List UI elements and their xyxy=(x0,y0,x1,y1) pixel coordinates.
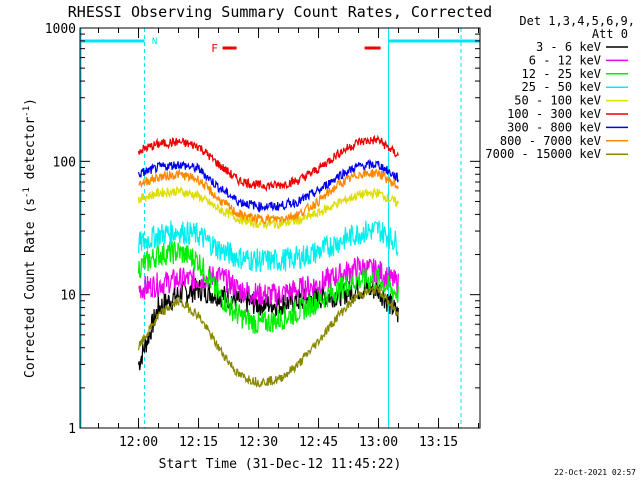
legend-attenuator: Att 0 xyxy=(592,27,628,41)
x-tick-label: 12:30 xyxy=(239,435,278,450)
series-line xyxy=(137,219,399,272)
legend-entry: 25 - 50 keV xyxy=(522,80,601,94)
series-line xyxy=(137,186,399,230)
legend-entry: 50 - 100 keV xyxy=(514,94,601,108)
generation-timestamp: 22-Oct-2021 02:57 xyxy=(554,468,636,477)
legend-entry: 800 - 7000 keV xyxy=(500,134,601,148)
legend-entry: 12 - 25 keV xyxy=(522,67,601,81)
x-tick-label: 13:15 xyxy=(419,435,458,450)
series-line xyxy=(137,158,399,214)
series-lines xyxy=(137,134,399,388)
flare-label: F xyxy=(211,42,218,55)
x-axis-ticks: 12:00 12:15 12:30 12:45 13:00 13:15 xyxy=(98,28,480,450)
plot-frame xyxy=(79,27,481,429)
flare-markers: F xyxy=(211,42,381,55)
x-tick-label: 12:15 xyxy=(179,435,218,450)
series-line xyxy=(137,240,399,334)
y-tick-label: 1000 xyxy=(45,22,76,37)
y-tick-label: 1 xyxy=(68,422,76,437)
legend-entry: 300 - 800 keV xyxy=(507,120,601,134)
night-label: N xyxy=(152,37,157,47)
x-axis-label: Start Time (31-Dec-12 11:45:22) xyxy=(159,457,402,472)
y-tick-label: 100 xyxy=(53,155,76,170)
series-line xyxy=(138,255,399,307)
x-tick-label: 13:00 xyxy=(359,435,398,450)
x-tick-label: 12:45 xyxy=(299,435,338,450)
y-axis-label: Corrected Count Rate (s-1 detector-1) xyxy=(22,98,38,378)
y-tick-label: 10 xyxy=(60,289,76,304)
series-line xyxy=(137,134,399,193)
chart-title: RHESSI Observing Summary Count Rates, Co… xyxy=(68,3,492,21)
night-markers: N xyxy=(80,28,480,428)
legend-entry: 100 - 300 keV xyxy=(507,107,601,121)
series-line xyxy=(138,167,399,225)
legend-detectors: Det 1,3,4,5,6,9, xyxy=(519,14,635,28)
series-line xyxy=(137,283,399,388)
y-axis-ticks: 1 10 100 1000 xyxy=(45,22,480,437)
x-tick-label: 12:00 xyxy=(119,435,158,450)
legend-entry: 3 - 6 keV xyxy=(536,40,601,54)
legend-entry: 6 - 12 keV xyxy=(529,53,601,67)
legend-entry: 7000 - 15000 keV xyxy=(485,147,601,161)
